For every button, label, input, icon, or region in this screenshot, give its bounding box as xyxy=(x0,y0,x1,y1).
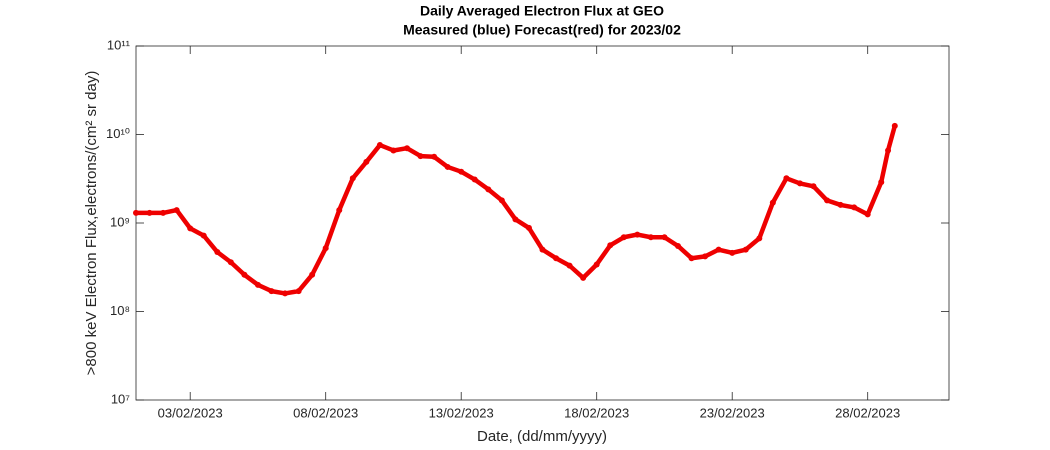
data-point xyxy=(810,183,817,190)
data-point xyxy=(756,235,763,242)
data-point xyxy=(566,262,573,269)
data-point xyxy=(851,204,858,211)
data-point xyxy=(322,245,329,252)
plot-frame xyxy=(135,45,950,401)
data-point xyxy=(742,246,749,253)
data-point xyxy=(580,274,587,281)
x-tick-label: 18/02/2023 xyxy=(564,405,629,420)
x-tick-label: 03/02/2023 xyxy=(158,405,223,420)
x-tick-label: 28/02/2023 xyxy=(835,405,900,420)
y-tick-label: 10¹¹ xyxy=(107,37,131,52)
data-point xyxy=(200,232,207,239)
series-line xyxy=(133,123,898,296)
data-point xyxy=(824,197,831,204)
data-point xyxy=(431,153,438,160)
y-tick-label: 10⁸ xyxy=(110,303,130,318)
data-point xyxy=(404,145,410,152)
y-axis-label: >800 keV Electron Flux,electrons/(cm² sr… xyxy=(83,71,100,376)
data-point xyxy=(214,249,221,256)
data-point xyxy=(268,288,275,295)
data-point xyxy=(471,176,478,183)
data-point xyxy=(485,186,492,193)
data-point xyxy=(620,234,627,241)
data-point xyxy=(864,211,871,218)
data-point xyxy=(187,225,194,232)
data-point xyxy=(282,290,289,297)
data-point xyxy=(634,231,641,238)
data-point xyxy=(525,224,532,231)
data-point xyxy=(295,288,302,295)
data-point xyxy=(227,259,234,266)
data-point xyxy=(661,234,668,241)
data-point xyxy=(512,216,519,223)
data-point xyxy=(498,197,505,204)
data-point xyxy=(349,175,356,182)
data-point xyxy=(160,209,167,216)
data-point xyxy=(647,234,654,241)
data-point xyxy=(796,180,803,187)
data-point xyxy=(539,246,546,253)
data-point xyxy=(885,147,892,154)
data-point xyxy=(593,261,600,268)
data-point xyxy=(254,281,261,288)
data-point xyxy=(173,207,180,214)
x-tick-label: 23/02/2023 xyxy=(700,405,765,420)
data-point xyxy=(878,179,885,186)
data-point xyxy=(146,209,153,216)
data-point xyxy=(363,158,370,165)
data-point xyxy=(336,207,343,214)
data-point xyxy=(675,242,681,249)
data-point xyxy=(241,271,248,278)
data-point xyxy=(688,255,695,262)
data-point xyxy=(729,249,736,256)
x-tick-label: 13/02/2023 xyxy=(429,405,494,420)
y-tick-label: 10¹⁰ xyxy=(106,126,130,141)
data-point xyxy=(133,209,139,216)
data-point xyxy=(444,163,451,170)
data-point xyxy=(837,201,844,208)
data-point xyxy=(783,175,790,182)
data-point xyxy=(891,122,898,129)
data-point xyxy=(376,142,383,149)
data-point xyxy=(769,199,776,206)
data-point xyxy=(607,242,614,249)
chart-title: Daily Averaged Electron Flux at GEO xyxy=(420,3,664,19)
y-tick-label: 10⁷ xyxy=(111,391,130,406)
data-point xyxy=(553,255,560,262)
chart-subtitle: Measured (blue) Forecast(red) for 2023/0… xyxy=(403,22,681,38)
data-point xyxy=(390,147,397,154)
y-tick-label: 10⁹ xyxy=(110,214,130,229)
x-tick-label: 08/02/2023 xyxy=(293,405,358,420)
data-point xyxy=(702,253,709,260)
data-point xyxy=(417,153,424,160)
data-point xyxy=(458,168,465,175)
x-axis-label: Date, (dd/mm/yyyy) xyxy=(477,428,607,445)
data-point xyxy=(309,271,316,278)
data-point xyxy=(715,246,722,253)
